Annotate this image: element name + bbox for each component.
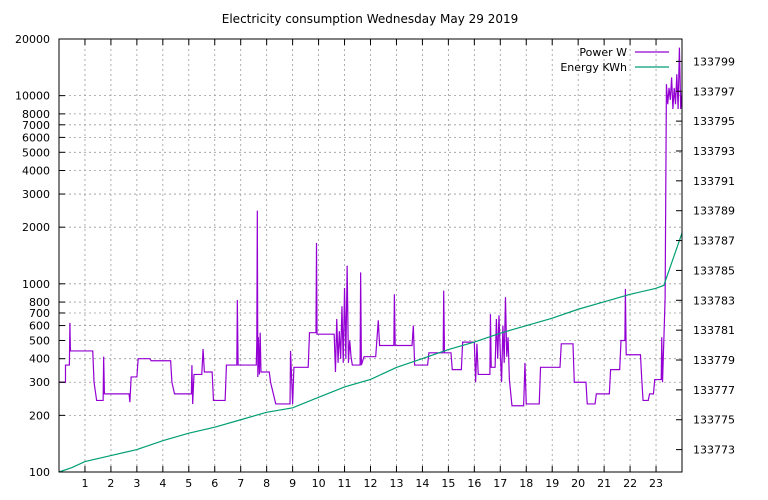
y-tick-label: 500 [29,334,50,347]
y-tick-label: 3000 [22,188,50,201]
energy-kwh-series-line [58,232,683,473]
y2-tick-label: 133799 [693,55,735,68]
y-tick-label: 800 [29,296,50,309]
y-tick-label: 2000 [22,221,50,234]
x-tick-label: 21 [597,477,611,490]
x-tick-label: 16 [467,477,481,490]
x-tick-label: 17 [493,477,507,490]
axes: 1 2 3 4 5 6 7 8 9 10 11 12 13 14 15 16 17 18 19 20 21 22 23100… [15,33,735,490]
x-tick-label: 22 [623,477,637,490]
x-tick-label: 2 [107,477,114,490]
y-tick-label: 6000 [22,131,50,144]
x-tick-label: 15 [441,477,455,490]
x-tick-label: 12 [364,477,378,490]
y2-tick-label: 133781 [693,324,735,337]
x-tick-label: 6 [211,477,218,490]
y2-tick-label: 133789 [693,205,735,218]
y-tick-label: 600 [29,320,50,333]
y2-tick-label: 133777 [693,384,735,397]
y-tick-label: 8000 [22,108,50,121]
x-tick-label: 5 [185,477,192,490]
x-tick-label: 9 [289,477,296,490]
x-tick-label: 1 [81,477,88,490]
y-tick-label: 7000 [22,119,50,132]
y2-tick-label: 133797 [693,85,735,98]
y2-tick-label: 133793 [693,145,735,158]
y2-tick-label: 133779 [693,354,735,367]
y2-tick-label: 133795 [693,115,735,128]
y-tick-label: 200 [29,409,50,422]
x-tick-label: 19 [545,477,559,490]
y-tick-label: 400 [29,353,50,366]
x-tick-label: 18 [519,477,533,490]
series-layer [58,47,683,473]
y-tick-label: 300 [29,376,50,389]
y-tick-label: 20000 [15,33,50,46]
legend: Power W Energy KWh [560,46,669,74]
x-tick-label: 7 [237,477,244,490]
x-tick-label: 14 [415,477,429,490]
x-tick-label: 8 [263,477,270,490]
y-tick-label: 5000 [22,146,50,159]
x-tick-label: 10 [312,477,326,490]
y2-tick-label: 133783 [693,294,735,307]
x-tick-label: 11 [338,477,352,490]
x-tick-label: 4 [159,477,166,490]
x-tick-label: 20 [571,477,585,490]
legend-label-power-w: Power W [579,46,627,59]
legend-label-energy-kwh: Energy KWh [560,61,627,74]
y-tick-label: 10000 [15,90,50,103]
y2-tick-label: 133787 [693,235,735,248]
y-tick-label: 700 [29,307,50,320]
x-tick-label: 3 [133,477,140,490]
chart-title: Electricity consumption Wednesday May 29… [222,12,518,26]
y-tick-label: 4000 [22,165,50,178]
grid [59,38,682,473]
x-tick-label: 13 [389,477,403,490]
y-tick-label: 1000 [22,278,50,291]
x-tick-label: 23 [649,477,663,490]
y2-tick-label: 133785 [693,264,735,277]
y2-tick-label: 133773 [693,444,735,457]
y2-tick-label: 133791 [693,175,735,188]
y-tick-label: 100 [29,466,50,479]
power-w-series-line [59,47,683,407]
y2-tick-label: 133775 [693,414,735,427]
